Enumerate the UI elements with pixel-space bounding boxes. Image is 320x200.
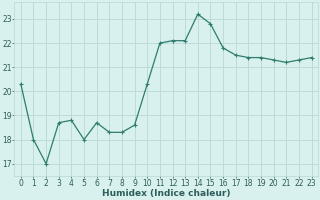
X-axis label: Humidex (Indice chaleur): Humidex (Indice chaleur) [102,189,230,198]
